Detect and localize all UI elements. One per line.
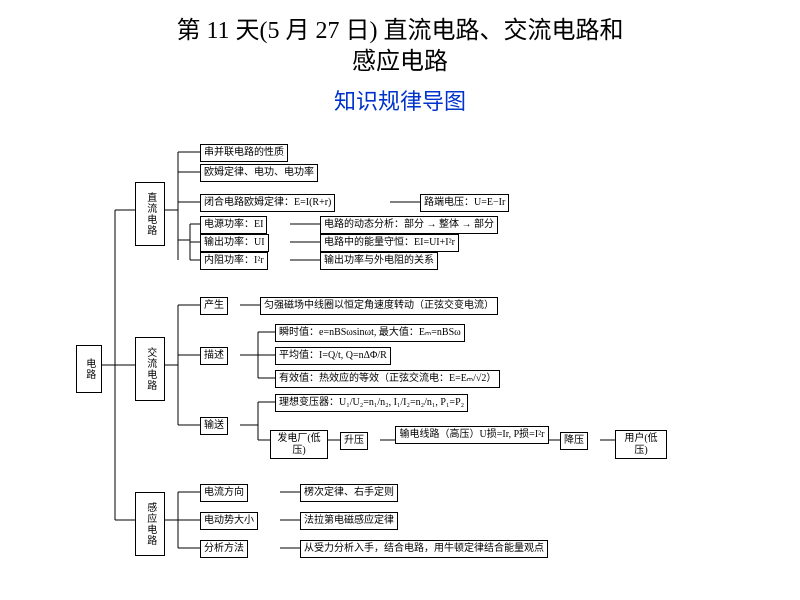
ac-s1: 发电厂(低压) xyxy=(270,430,328,459)
ac-s4: 降压 xyxy=(560,432,588,450)
dc-pb: 电路中的能量守恒：EI=UI+I²r xyxy=(320,234,459,252)
ac-d3: 有效值：热效应的等效（正弦交流电：E=Eₘ/√2） xyxy=(275,370,500,388)
ac-gen-r: 匀强磁场中线圈以恒定角速度转动（正弦交变电流） xyxy=(260,297,498,315)
ind-a: 电流方向 xyxy=(200,484,248,502)
dc-pwr1: 电源功率：EI xyxy=(200,216,267,234)
ac-s2: 升压 xyxy=(340,432,368,450)
dc-n2: 欧姆定律、电功、电功率 xyxy=(200,164,318,182)
ind-node: 感应电路 xyxy=(135,492,165,556)
ind-br: 法拉第电磁感应定律 xyxy=(300,512,398,530)
dc-pwr2: 输出功率：UI xyxy=(200,234,269,252)
dc-n3: 闭合电路欧姆定律：E=I(R+r) xyxy=(200,194,335,212)
dc-pc: 输出功率与外电阻的关系 xyxy=(320,252,438,270)
title-line1: 第 11 天(5 月 27 日) 直流电路、交流电路和 xyxy=(176,18,623,44)
ac-node: 交流电路 xyxy=(135,337,165,401)
ac-trans: 理想变压器：U₁/U₂=n₁/n₂, I₁/I₂=n₂/n₁, P₁=P₂ xyxy=(275,394,468,412)
dc-pwr3: 内阻功率：I²r xyxy=(200,252,268,270)
ac-s3: 输电线路（高压）U损=Ir, P损=I²r xyxy=(395,426,549,444)
subtitle-text: 知识规律导图 xyxy=(334,89,466,114)
dc-node: 直流电路 xyxy=(135,182,165,246)
concept-map: 电路 直流电路 串并联电路的性质 欧姆定律、电功、电功率 闭合电路欧姆定律：E=… xyxy=(0,140,800,580)
ac-gen: 产生 xyxy=(200,297,228,315)
root-node: 电路 xyxy=(76,345,102,393)
ac-d2: 平均值：I=Q/t, Q=nΔΦ/R xyxy=(275,347,391,365)
dc-n3r: 路端电压：U=E−Ir xyxy=(420,194,509,212)
ac-send: 输送 xyxy=(200,417,228,435)
ac-desc: 描述 xyxy=(200,347,228,365)
connectors xyxy=(0,140,800,580)
ind-b: 电动势大小 xyxy=(200,512,258,530)
dc-n1: 串并联电路的性质 xyxy=(200,144,288,162)
page-title: 第 11 天(5 月 27 日) 直流电路、交流电路和 感应电路 xyxy=(0,0,800,78)
dc-pa: 电路的动态分析：部分 → 整体 → 部分 xyxy=(320,216,498,234)
subtitle: 知识规律导图 xyxy=(0,78,800,116)
ind-ar: 楞次定律、右手定则 xyxy=(300,484,398,502)
ac-s5: 用户(低压) xyxy=(615,430,667,459)
ac-d1: 瞬时值：e=nBSωsinωt, 最大值：Eₘ=nBSω xyxy=(275,324,465,342)
ind-cr: 从受力分析入手，结合电路，用牛顿定律结合能量观点 xyxy=(300,540,548,558)
ind-c: 分析方法 xyxy=(200,540,248,558)
title-line2: 感应电路 xyxy=(352,49,448,75)
